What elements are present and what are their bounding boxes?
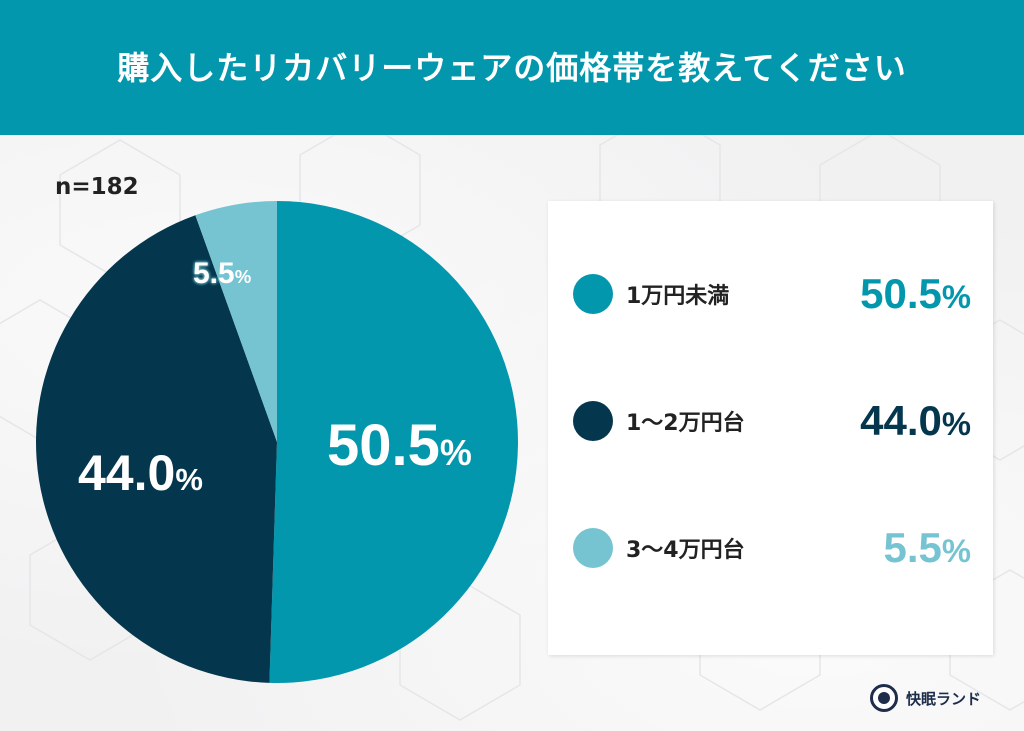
legend-label: 1〜2万円台 <box>626 411 745 436</box>
pie-label-value: 44.0 <box>78 445 176 501</box>
chart-title: 購入したリカバリーウェアの価格帯を教えてください <box>117 48 907 87</box>
pie-label-under-10k: 50.5% <box>327 412 472 479</box>
pie-label-30k-40k: 5.5% <box>193 257 251 291</box>
pie-slice <box>195 201 277 442</box>
legend-item-30k-40k: 3〜4万円台 5.5% <box>548 518 993 578</box>
legend-panel: 1万円未満 50.5% 1〜2万円台 44.0% 3〜4万円台 5.5% <box>548 201 993 655</box>
pie-label-percent: % <box>234 266 252 287</box>
legend-value-percent: % <box>941 532 971 569</box>
legend-swatch-icon <box>573 274 613 314</box>
legend-item-10k-20k: 1〜2万円台 44.0% <box>548 391 993 451</box>
logo-emblem-icon <box>870 684 898 712</box>
sample-size: n=182 <box>55 174 139 200</box>
legend-value: 5.5% <box>883 524 971 572</box>
legend-value: 50.5% <box>860 270 971 318</box>
legend-label: 1万円未満 <box>626 284 730 309</box>
legend-swatch-icon <box>573 401 613 441</box>
pie-label-value: 50.5 <box>327 413 440 478</box>
pie-slice <box>35 215 277 683</box>
legend-value-number: 5.5 <box>883 524 942 571</box>
pie-slice <box>269 201 518 683</box>
pie-label-percent: % <box>439 432 472 473</box>
logo-emblem-center <box>878 692 890 704</box>
pie-label-10k-20k: 44.0% <box>78 444 203 502</box>
logo-text: 快眠ランド <box>906 689 982 708</box>
legend-value-number: 44.0 <box>860 397 942 444</box>
legend-value-percent: % <box>941 278 971 315</box>
legend-swatch-icon <box>573 528 613 568</box>
legend-item-under-10k: 1万円未満 50.5% <box>548 264 993 324</box>
legend-value: 44.0% <box>860 397 971 445</box>
legend-value-number: 50.5 <box>860 270 942 317</box>
pie-label-percent: % <box>175 462 203 497</box>
pie-label-value: 5.5 <box>193 257 235 290</box>
legend-label: 3〜4万円台 <box>626 538 745 563</box>
legend-value-percent: % <box>941 405 971 442</box>
title-banner: 購入したリカバリーウェアの価格帯を教えてください <box>0 0 1024 135</box>
brand-logo: 快眠ランド <box>870 684 981 712</box>
